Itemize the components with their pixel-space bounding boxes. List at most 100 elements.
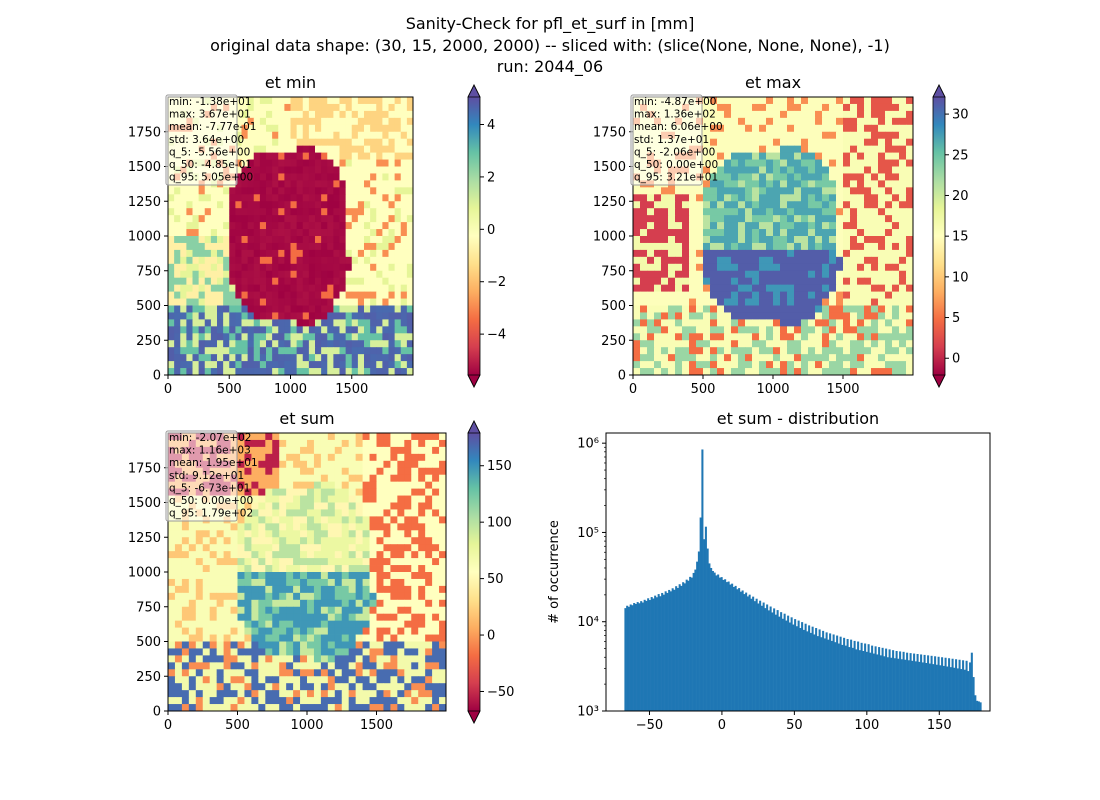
heatmap-cell [339, 319, 347, 327]
heatmap-cell [320, 453, 329, 462]
heatmap-cell [192, 326, 200, 334]
heatmap-cell [216, 585, 224, 594]
heatmap-cell [661, 298, 669, 306]
heatmap-cell [815, 249, 823, 258]
heatmap-cell [738, 277, 746, 286]
heatmap-cell [265, 453, 273, 462]
heatmap-cell [382, 152, 389, 160]
heatmap-cell [286, 690, 294, 698]
heatmap-cell [724, 180, 732, 188]
heatmap-cell [766, 236, 774, 244]
heatmap-cell [168, 578, 176, 587]
stats-line: max: 1.16e+03 [169, 445, 251, 457]
heatmap-cell [857, 263, 865, 272]
heatmap-cell [327, 124, 334, 133]
heatmap-cell [253, 208, 261, 216]
heatmap-cell [801, 110, 809, 119]
heatmap-cell [383, 697, 391, 705]
heatmap-cell [272, 676, 280, 684]
histogram-bar [650, 597, 653, 711]
heatmap-cell [766, 270, 774, 279]
heatmap-cell [388, 263, 396, 272]
heatmap-cell [370, 242, 377, 251]
heatmap-cell [864, 208, 872, 216]
heatmap-cell [210, 361, 218, 369]
heatmap-cell [186, 256, 193, 265]
heatmap-cell [390, 495, 398, 503]
heatmap-cell [899, 319, 907, 327]
heatmap-cell [731, 256, 739, 265]
heatmap-cell [290, 236, 298, 244]
heatmap-cell [703, 312, 711, 320]
heatmap-cell [801, 208, 809, 216]
heatmap-cell [327, 551, 336, 559]
heatmap-cell [906, 152, 913, 160]
heatmap-cell [321, 159, 328, 167]
heatmap-cell [266, 347, 273, 355]
heatmap-cell [308, 180, 316, 188]
heatmap-cell [217, 249, 224, 258]
heatmap-cell [355, 467, 363, 476]
heatmap-cell [745, 249, 753, 258]
heatmap-cell [209, 530, 218, 538]
heatmap-cell [259, 159, 267, 167]
heatmap-cell [259, 305, 267, 313]
heatmap-cell [302, 145, 310, 153]
heatmap-cell [710, 340, 718, 348]
heatmap-cell [259, 138, 267, 147]
heatmap-cell [357, 173, 365, 181]
heatmap-cell [284, 305, 291, 313]
heatmap-cell [780, 201, 788, 209]
heatmap-cell [235, 284, 242, 292]
heatmap-cell [210, 368, 218, 375]
heatmap-cell [333, 173, 340, 181]
heatmap-cell [265, 592, 273, 601]
heatmap-cell [351, 194, 359, 202]
heatmap-cell [724, 347, 732, 355]
heatmap-cell [258, 523, 266, 531]
heatmap-cell [439, 453, 446, 462]
heatmap-cell [315, 256, 322, 265]
heatmap-cell [348, 544, 357, 552]
heatmap-cell [752, 159, 760, 167]
heatmap-cell [259, 145, 267, 153]
heatmap-cell [425, 620, 433, 628]
heatmap-cell [188, 578, 197, 587]
heatmap-cell [272, 620, 280, 628]
heatmap-cell [290, 312, 298, 320]
heatmap-cell [885, 340, 893, 348]
heatmap-cell [801, 326, 809, 334]
heatmap-cell [843, 298, 851, 306]
heatmap-cell [202, 558, 211, 566]
heatmap-cell [382, 277, 389, 286]
heatmap-cell [710, 166, 718, 174]
heatmap-cell [313, 516, 322, 524]
heatmap-cell [369, 537, 377, 545]
heatmap-cell [266, 256, 273, 265]
heatmap-cell [411, 551, 419, 559]
heatmap-cell [327, 704, 336, 711]
heatmap-cell [871, 263, 879, 272]
heatmap-cell [286, 620, 294, 628]
heatmap-cell [738, 305, 746, 313]
heatmap-cell [376, 676, 384, 684]
heatmap-cell [717, 215, 725, 223]
heatmap-cell [188, 523, 197, 531]
heatmap-cell [752, 166, 760, 174]
heatmap-cell [432, 592, 440, 601]
heatmap-cell [759, 333, 767, 341]
heatmap-cell [315, 201, 322, 209]
heatmap-cell [364, 256, 371, 265]
stats-line: q_50: 0.00e+00 [169, 495, 253, 507]
heatmap-cell [857, 152, 865, 160]
heatmap-cell [404, 544, 412, 552]
heatmap-cell [266, 145, 273, 153]
heatmap-cell [180, 340, 187, 348]
heatmap-cell [633, 326, 641, 334]
heatmap-cell [300, 467, 308, 476]
heatmap-cell [647, 187, 655, 195]
heatmap-cell [253, 110, 261, 119]
histogram-bars [624, 449, 982, 711]
heatmap-cell [348, 620, 357, 628]
heatmap-cell [235, 333, 242, 341]
